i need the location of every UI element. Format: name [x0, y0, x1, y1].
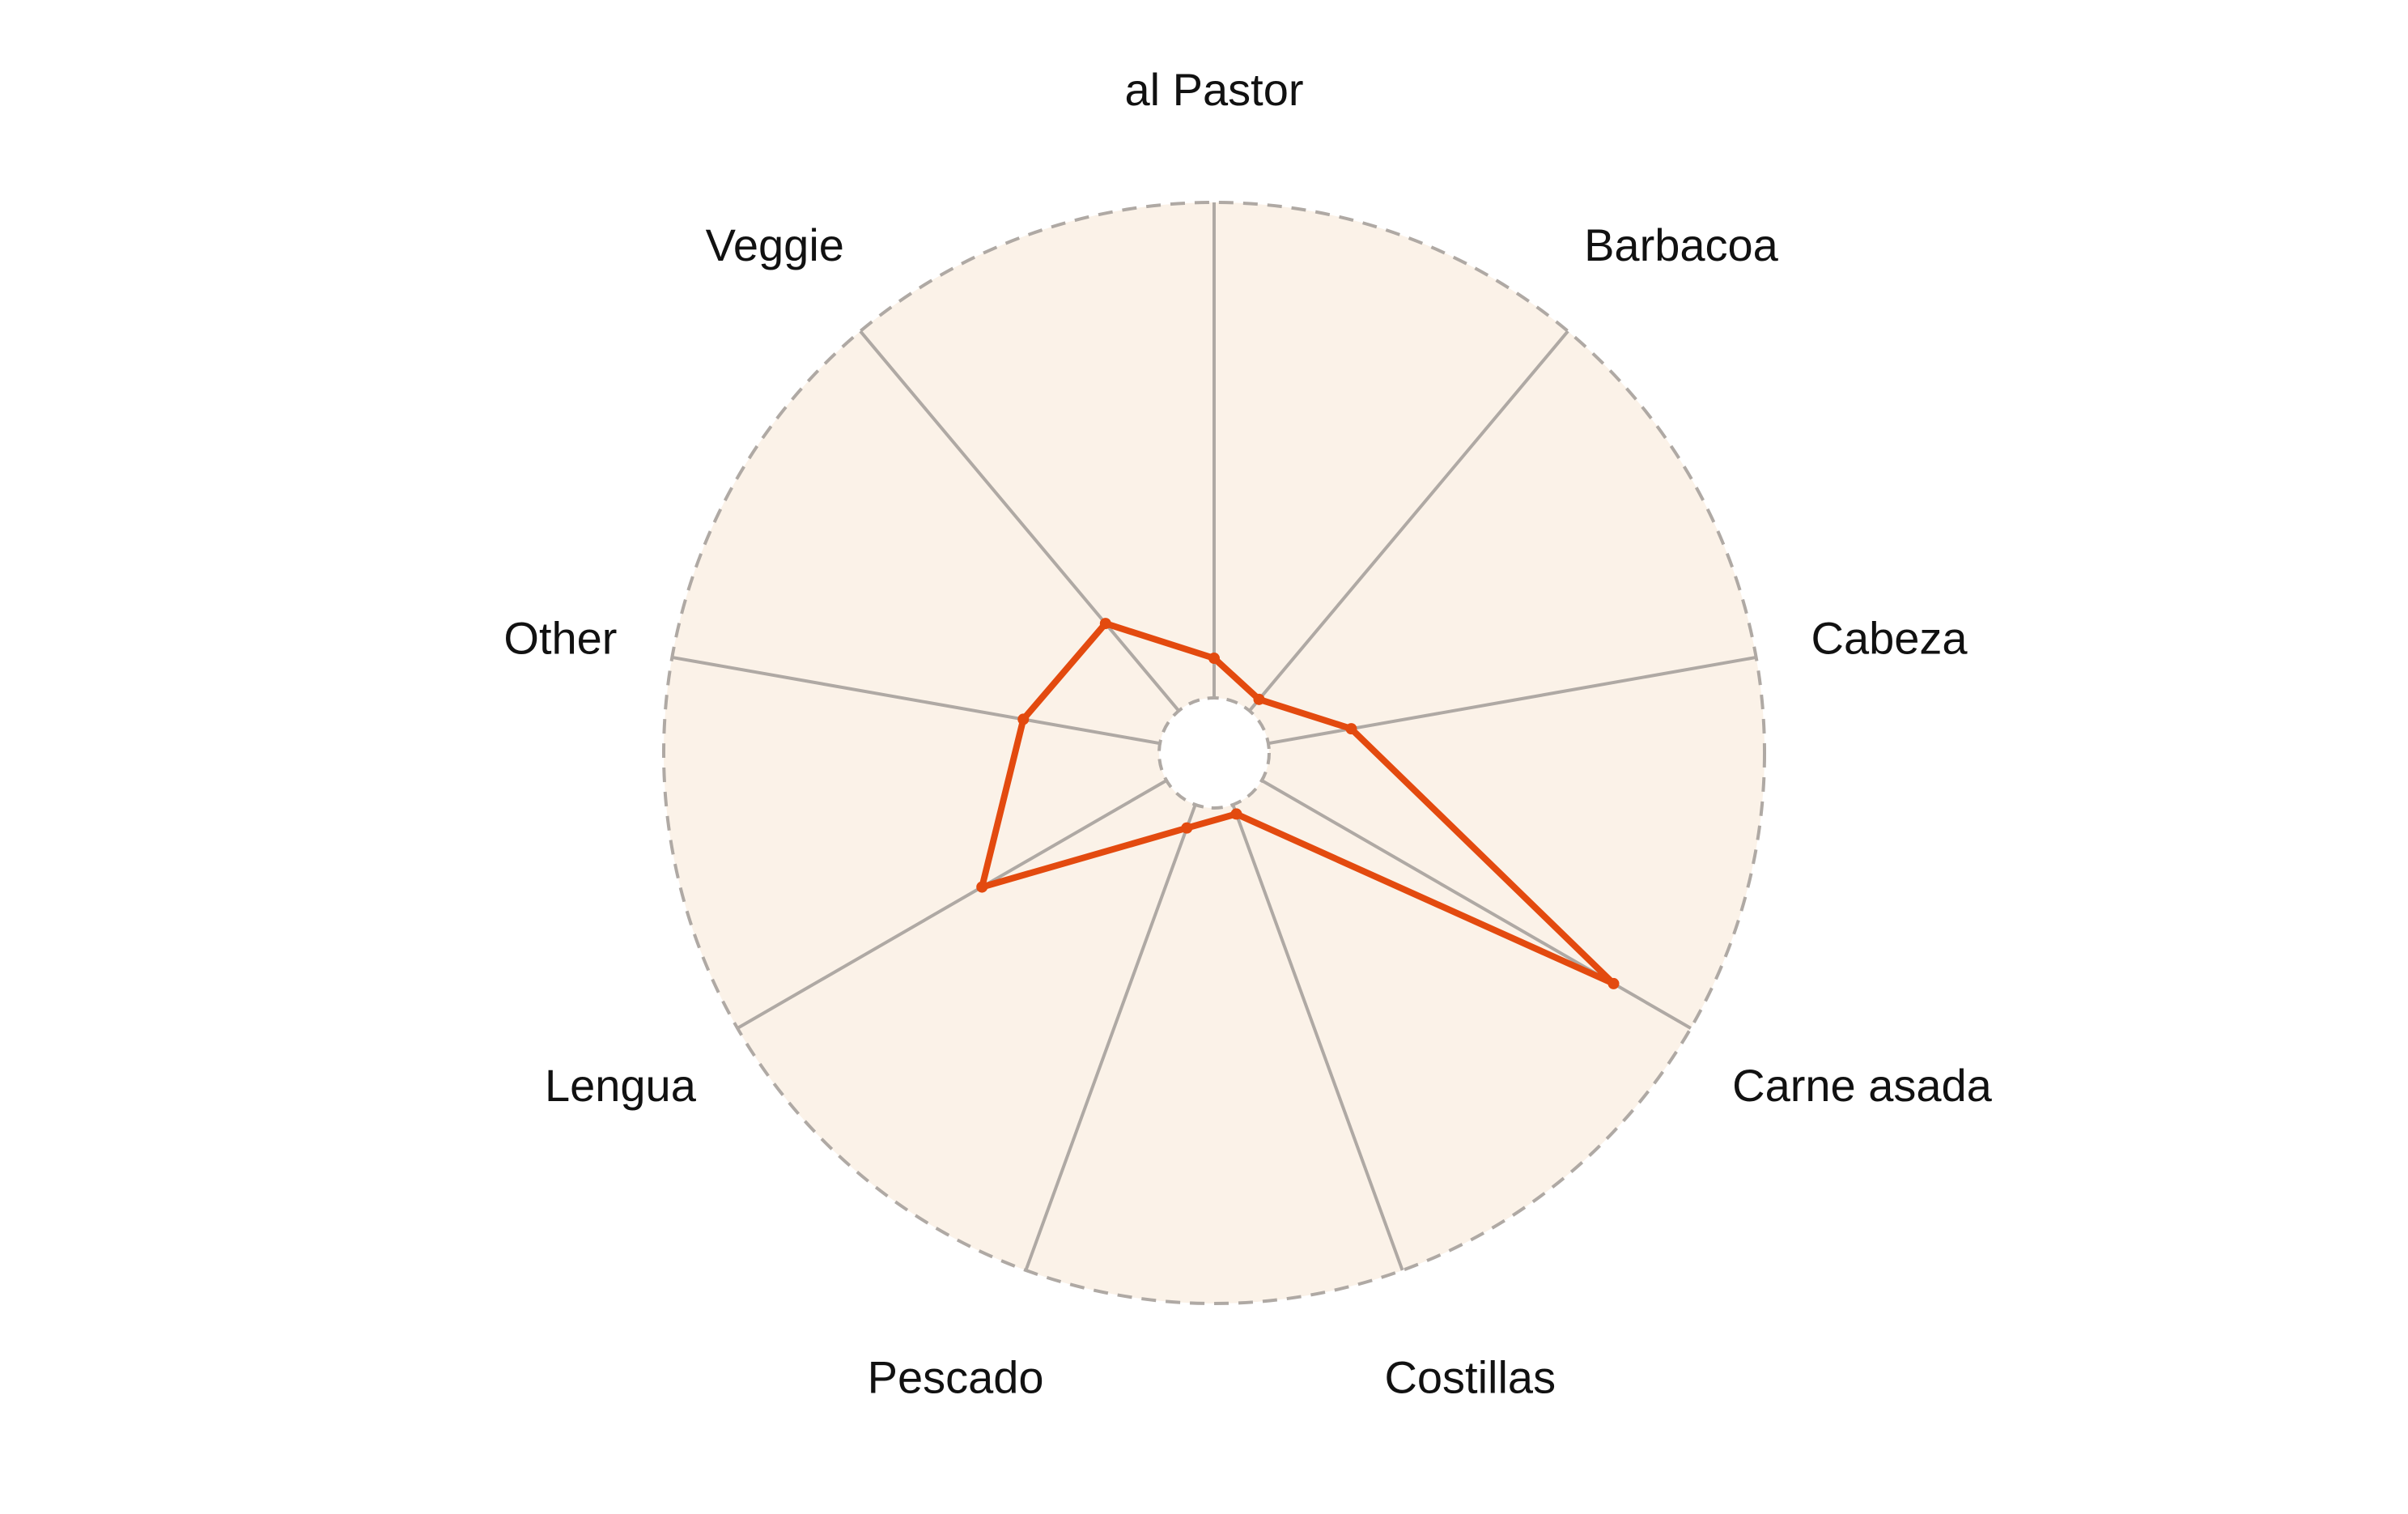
label-carne-asada: Carne asada [1732, 1060, 1993, 1111]
spoke-lengua [737, 779, 1168, 1030]
spoke-barbacoa [1248, 330, 1569, 712]
spoke-costillas [1231, 804, 1404, 1271]
label-veggie: Veggie [706, 219, 844, 270]
point-costillas [1230, 808, 1242, 820]
series-layer [976, 618, 1620, 989]
inner-ring [1157, 696, 1271, 810]
radial-grid [671, 202, 1757, 1271]
point-pescado [1181, 822, 1193, 834]
spoke-other [671, 655, 1161, 746]
label-other: Other [503, 613, 617, 664]
label-al-pastor: al Pastor [1125, 64, 1304, 115]
label-costillas: Costillas [1384, 1352, 1556, 1403]
label-cabeza: Cabeza [1811, 613, 1968, 664]
category-labels: al Pastor Barbacoa Cabeza Carne asada Costil… [503, 64, 1992, 1403]
point-barbacoa [1253, 693, 1265, 705]
point-other [1017, 713, 1030, 725]
point-carne-asada [1607, 977, 1620, 989]
label-lengua: Lengua [545, 1060, 697, 1111]
spoke-veggie [859, 330, 1180, 712]
label-barbacoa: Barbacoa [1584, 219, 1779, 270]
spoke-pescado [1024, 804, 1197, 1271]
spoke-carne-asada [1260, 779, 1692, 1030]
point-cabeza [1345, 723, 1357, 735]
label-pescado: Pescado [868, 1352, 1044, 1403]
series-0-line [979, 620, 1617, 987]
point-al-pastor [1208, 653, 1220, 665]
point-lengua [976, 881, 988, 893]
point-veggie [1099, 618, 1111, 630]
